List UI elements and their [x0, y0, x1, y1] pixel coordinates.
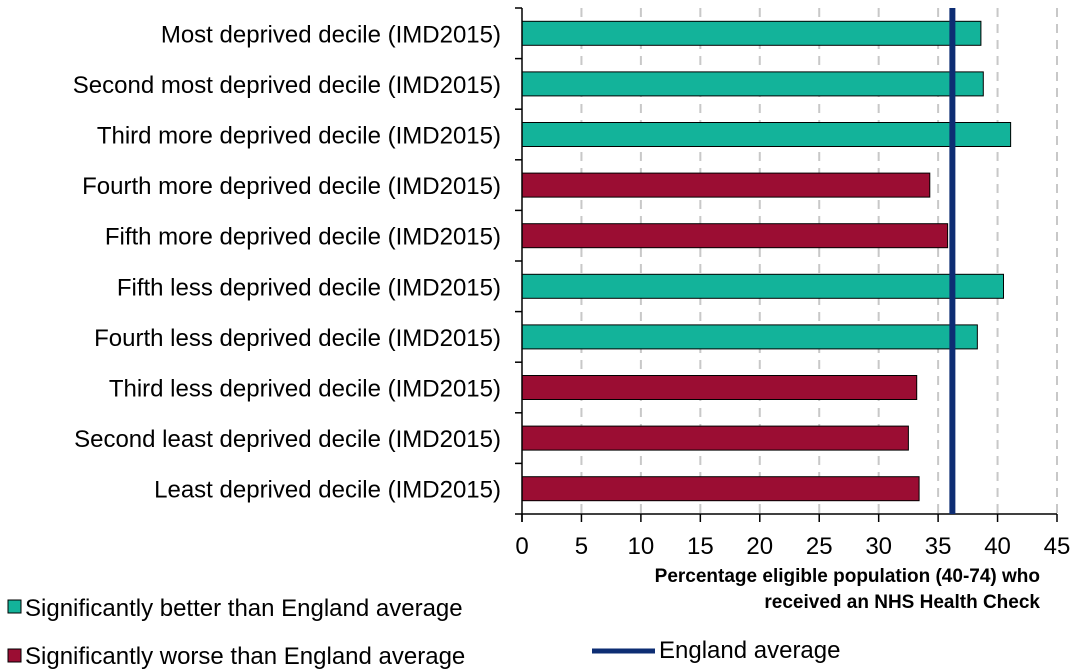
x-tick-label-40: 40: [984, 533, 1011, 560]
category-labels: Most deprived decile (IMD2015) Second mos…: [73, 21, 501, 503]
axes: [515, 7, 1058, 522]
x-tick-label-45: 45: [1044, 533, 1071, 560]
x-axis-label-line-2: received an NHS Health Check: [764, 592, 1040, 613]
x-tick-label-15: 15: [687, 533, 714, 560]
bar-3: [521, 122, 1012, 147]
legend-label-better: Significantly better than England averag…: [25, 595, 463, 622]
bar-6: [521, 273, 1004, 299]
legend: Significantly better than England averag…: [7, 595, 840, 669]
category-label-10: Least deprived decile (IMD2015): [154, 477, 501, 504]
x-tick-label-20: 20: [746, 533, 773, 560]
category-label-3: Third more deprived decile (IMD2015): [97, 123, 501, 150]
bar-1: [521, 20, 982, 46]
bar-4: [521, 172, 931, 198]
x-tick-label-0: 0: [515, 533, 528, 560]
category-label-9: Second least deprived decile (IMD2015): [74, 426, 501, 453]
category-label-2: Second most deprived decile (IMD2015): [73, 72, 501, 99]
category-label-7: Fourth less deprived decile (IMD2015): [94, 325, 501, 352]
bars: [521, 20, 1012, 502]
bar-9: [521, 425, 909, 451]
x-tick-label-5: 5: [575, 533, 588, 560]
category-label-1: Most deprived decile (IMD2015): [161, 21, 501, 48]
bar-5: [521, 223, 949, 249]
bar-7: [521, 324, 978, 350]
bar-8: [521, 375, 918, 400]
x-axis-label-line-1: Percentage eligible population (40-74) w…: [655, 566, 1040, 587]
x-tick-label-10: 10: [628, 533, 655, 560]
category-label-5: Fifth more deprived decile (IMD2015): [105, 224, 501, 251]
x-tick-label-30: 30: [865, 533, 892, 560]
bar-2: [521, 71, 984, 97]
bar-10: [521, 476, 920, 502]
legend-swatch-better: [7, 599, 22, 614]
x-tick-label-25: 25: [806, 533, 833, 560]
category-label-8: Third less deprived decile (IMD2015): [109, 376, 501, 403]
tick-labels: 0 5 10 15 20 25 30 35 40 45: [515, 533, 1070, 560]
category-label-4: Fourth more deprived decile (IMD2015): [82, 173, 501, 200]
legend-label-worse: Significantly worse than England average: [25, 643, 465, 669]
category-label-6: Fifth less deprived decile (IMD2015): [117, 274, 501, 301]
legend-swatch-worse: [7, 648, 22, 663]
legend-label-line: England average: [659, 637, 840, 664]
x-tick-label-35: 35: [925, 533, 952, 560]
